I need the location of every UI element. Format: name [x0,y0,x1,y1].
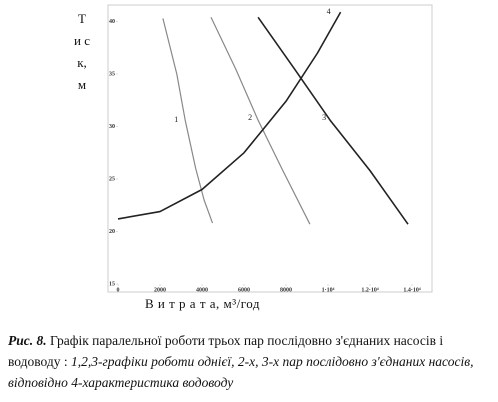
x-tick-label: 6000 [238,287,250,293]
plot-frame [107,4,433,293]
x-tick-label: 1·10⁴ [322,287,335,293]
x-tick-label: 2000 [154,287,166,293]
series-label: 1 [174,115,178,124]
y-tick-label: 30 [109,124,115,130]
line-series [117,11,342,220]
y-tick-label: 35 [109,71,115,77]
x-axis-label: В и т р а т а, м³/год [145,296,261,311]
caption-label: Рис. 8. [8,333,47,348]
y-axis-label: Т и с к, м [74,11,90,92]
x-tick-label: 1.2·10⁴ [361,287,379,293]
x-tick-label: 8000 [280,287,292,293]
series-label: 2 [248,113,252,122]
series-label: 4 [327,7,331,16]
x-tick-label: 0 [117,287,120,293]
line-series [210,17,311,225]
y-tick-label: 25 [109,176,115,182]
y-tick-label: 40 [109,19,115,25]
line-series [257,16,409,225]
caption-title: Графік паралельної роботи трьох пар посл… [8,333,444,369]
line-series [162,18,214,224]
series-label: 3 [322,113,326,122]
chart: 0 2000 4000 6000 8000 1·10⁴ 1.2·10⁴ 1.4·10⁴ 15 20… [107,4,433,293]
y-tick-label: 20 [109,229,115,235]
caption: Рис. 8. Графік паралельної роботи трьох … [8,330,492,393]
x-tick-label: 1.4·10⁴ [403,287,421,293]
y-tick-label: 15 [109,281,115,287]
caption-text: 1,2,3-графіки роботи однієї, 2-х, 3-х па… [8,354,474,390]
x-tick-label: 4000 [196,287,208,293]
